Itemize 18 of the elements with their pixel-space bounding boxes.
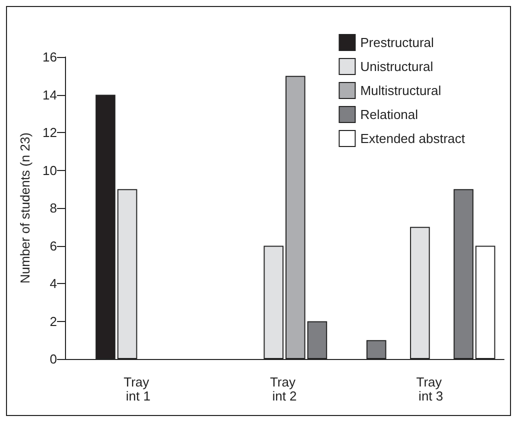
x-tick-label: Tray int 1 bbox=[124, 374, 153, 404]
legend-label: Relational bbox=[360, 107, 418, 122]
legend-label: Prestructural bbox=[360, 35, 434, 50]
y-tick-label: 6 bbox=[50, 238, 57, 254]
legend-label: Unistructural bbox=[360, 59, 434, 74]
y-tick-label: 10 bbox=[42, 162, 57, 178]
y-tick-label: 2 bbox=[50, 314, 57, 329]
y-tick-label: 0 bbox=[50, 352, 57, 366]
y-tick-label: 4 bbox=[50, 276, 57, 291]
legend-label: Extended abstract bbox=[360, 131, 466, 146]
y-tick-label: 12 bbox=[42, 125, 57, 140]
y-tick-label: 8 bbox=[50, 200, 57, 216]
legend-label: Multistructural bbox=[360, 83, 442, 98]
y-tick-label: 16 bbox=[42, 50, 57, 64]
x-tick-label: Tray int 2 bbox=[270, 374, 300, 404]
y-axis-title: Number of students (n 23) bbox=[18, 132, 33, 284]
y-tick-label: 14 bbox=[42, 87, 57, 102]
x-tick-label: Tray int 3 bbox=[416, 374, 446, 404]
